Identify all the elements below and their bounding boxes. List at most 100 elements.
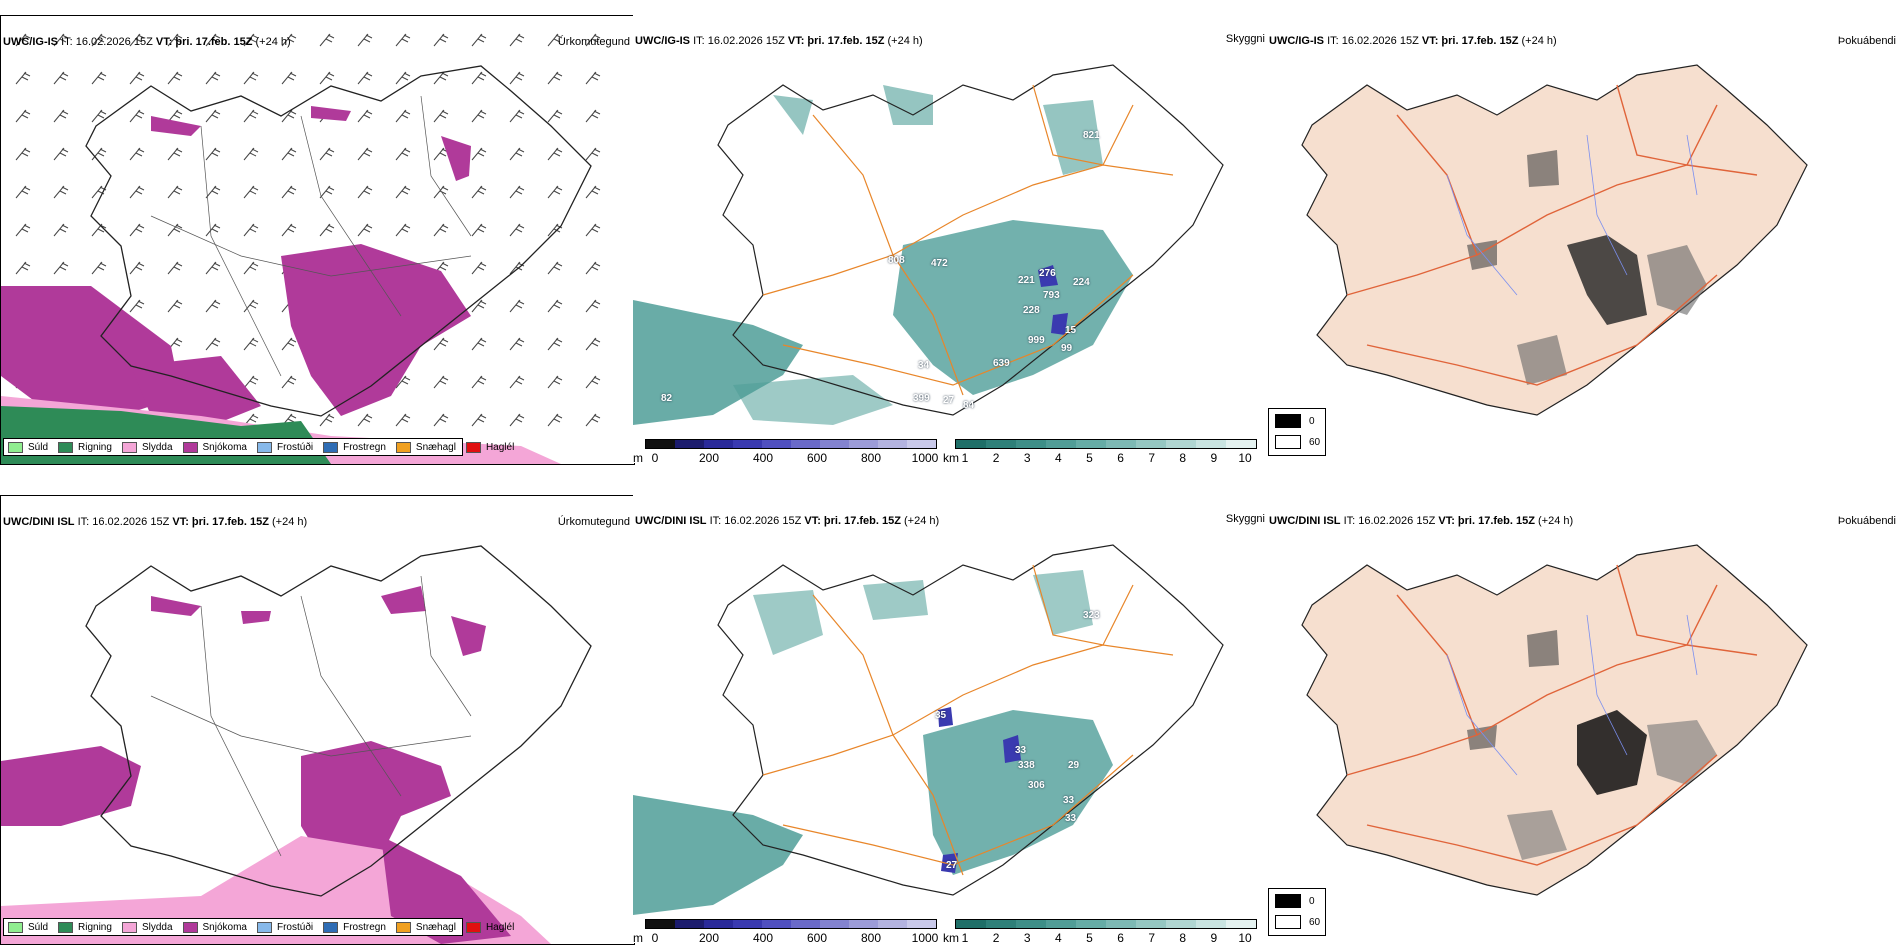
colorbar-tick: 5 — [1086, 931, 1093, 943]
legend-label: Slydda — [141, 921, 173, 933]
elevation-label: 15 — [1065, 325, 1077, 336]
wind-barb — [547, 185, 563, 199]
wind-barb — [281, 375, 297, 389]
wind-barb — [395, 413, 411, 427]
elevation-label: 306 — [1028, 780, 1045, 791]
wind-barb — [509, 71, 525, 85]
height-colorbar: m 0 200 400 600 800 1000 — [633, 917, 943, 943]
lead-time: (+24 h) — [272, 516, 308, 528]
panel-title: Skyggni — [1225, 513, 1265, 525]
wind-barb — [281, 33, 297, 47]
colorbar-strip — [645, 439, 937, 449]
wind-barb — [53, 223, 69, 237]
wind-barb — [585, 375, 601, 389]
init-time: IT: 16.02.2026 15Z — [1327, 35, 1419, 47]
wind-barb — [319, 33, 335, 47]
lead-time: (+24 h) — [887, 35, 923, 47]
legend-item: Snjókoma — [182, 441, 247, 453]
colorbar-tick: 6 — [1117, 451, 1124, 463]
wind-barb — [53, 109, 69, 123]
legend-swatch — [58, 921, 74, 933]
panel-title: Úrkomutegund — [557, 516, 630, 528]
wind-barb — [53, 71, 69, 85]
wind-barb — [129, 147, 145, 161]
wind-barb — [281, 337, 297, 351]
colorbar-unit: km — [943, 451, 959, 463]
colorbar-tick: 200 — [698, 451, 720, 463]
wind-barb — [205, 185, 221, 199]
fog-legend-swatch — [1275, 915, 1301, 929]
wind-barb — [509, 223, 525, 237]
wind-barb — [547, 147, 563, 161]
precip-type-panel-2: UWC/DINI ISL IT: 16.02.2026 15Z VT: þri.… — [0, 495, 635, 945]
wind-barb — [509, 33, 525, 47]
elevation-label: 224 — [1073, 277, 1090, 288]
wind-barb — [357, 109, 373, 123]
elevation-label: 399 — [913, 393, 930, 404]
legend-swatch — [395, 921, 411, 933]
wind-barb — [509, 109, 525, 123]
model-name: UWC/DINI ISL — [1269, 515, 1341, 527]
legend-label: Rigning — [78, 441, 112, 453]
wind-barb — [433, 33, 449, 47]
legend-label: Frostregn — [343, 441, 386, 453]
wind-barb — [509, 147, 525, 161]
wind-barb — [129, 299, 145, 313]
wind-barb — [509, 299, 525, 313]
elevation-label: 33 — [1015, 745, 1027, 756]
wind-barb — [53, 261, 69, 275]
precip-legend: Súld Rigning Slydda Snjókoma Frostúði Frostre… — [3, 918, 514, 936]
elevation-label: 276 — [1039, 268, 1056, 279]
legend-swatch — [256, 921, 272, 933]
colorbar-unit: m — [633, 931, 643, 943]
wind-barb — [129, 109, 145, 123]
legend-item: Snæhagl — [395, 921, 456, 933]
elevation-label: 228 — [1023, 305, 1040, 316]
wind-barb — [585, 261, 601, 275]
wind-barb — [15, 261, 31, 275]
wind-barb — [15, 223, 31, 237]
legend-item: Frostúði — [256, 921, 313, 933]
wind-barb — [205, 299, 221, 313]
legend-label: Súld — [28, 921, 49, 933]
wind-barb — [243, 71, 259, 85]
wind-barb — [395, 147, 411, 161]
colorbar-tick: 8 — [1179, 931, 1187, 943]
legend-item: Frostregn — [323, 441, 386, 453]
legend-swatch — [323, 441, 339, 453]
wind-barb — [471, 261, 487, 275]
elevation-label: 33 — [1065, 813, 1077, 824]
model-name: UWC/DINI ISL — [3, 516, 75, 528]
panel-header: UWC/DINI ISL IT: 16.02.2026 15Z VT: þri.… — [3, 516, 307, 528]
visibility-colorbar: km 1 2 3 4 5 6 7 8 9 10 — [943, 437, 1263, 463]
fog-panel-2: UWC/DINI ISL IT: 16.02.2026 15Z VT: þri.… — [1267, 495, 1900, 943]
elevation-label: 999 — [1028, 335, 1045, 346]
legend-item: Slydda — [121, 441, 173, 453]
wind-barb — [243, 185, 259, 199]
wind-barb — [319, 185, 335, 199]
wind-barb — [547, 299, 563, 313]
wind-barb — [319, 223, 335, 237]
wind-barb — [281, 71, 297, 85]
wind-barb — [15, 109, 31, 123]
panel-header: UWC/IG-IS IT: 16.02.2026 15Z VT: þri. 17… — [3, 36, 291, 48]
wind-barb — [509, 261, 525, 275]
wind-barb — [585, 147, 601, 161]
wind-barb — [585, 33, 601, 47]
elevation-label: 639 — [993, 358, 1010, 369]
elevation-label: 808 — [888, 255, 905, 266]
colorbar-tick: 1 — [961, 931, 969, 943]
fog-legend: 0 60 — [1268, 888, 1326, 936]
wind-barb — [205, 261, 221, 275]
elevation-label: 793 — [1043, 290, 1060, 301]
elevation-label: 29 — [1068, 760, 1080, 771]
wind-barb — [471, 337, 487, 351]
panel-header: UWC/IG-IS IT: 16.02.2026 15Z VT: þri. 17… — [635, 35, 923, 47]
wind-barb — [167, 71, 183, 85]
legend-item: Rigning — [58, 921, 112, 933]
colorbar-tick: 5 — [1086, 451, 1093, 463]
wind-barb — [91, 33, 107, 47]
init-time: IT: 16.02.2026 15Z — [1343, 515, 1436, 527]
wind-barb — [585, 109, 601, 123]
precip-map-1 — [1, 33, 601, 464]
